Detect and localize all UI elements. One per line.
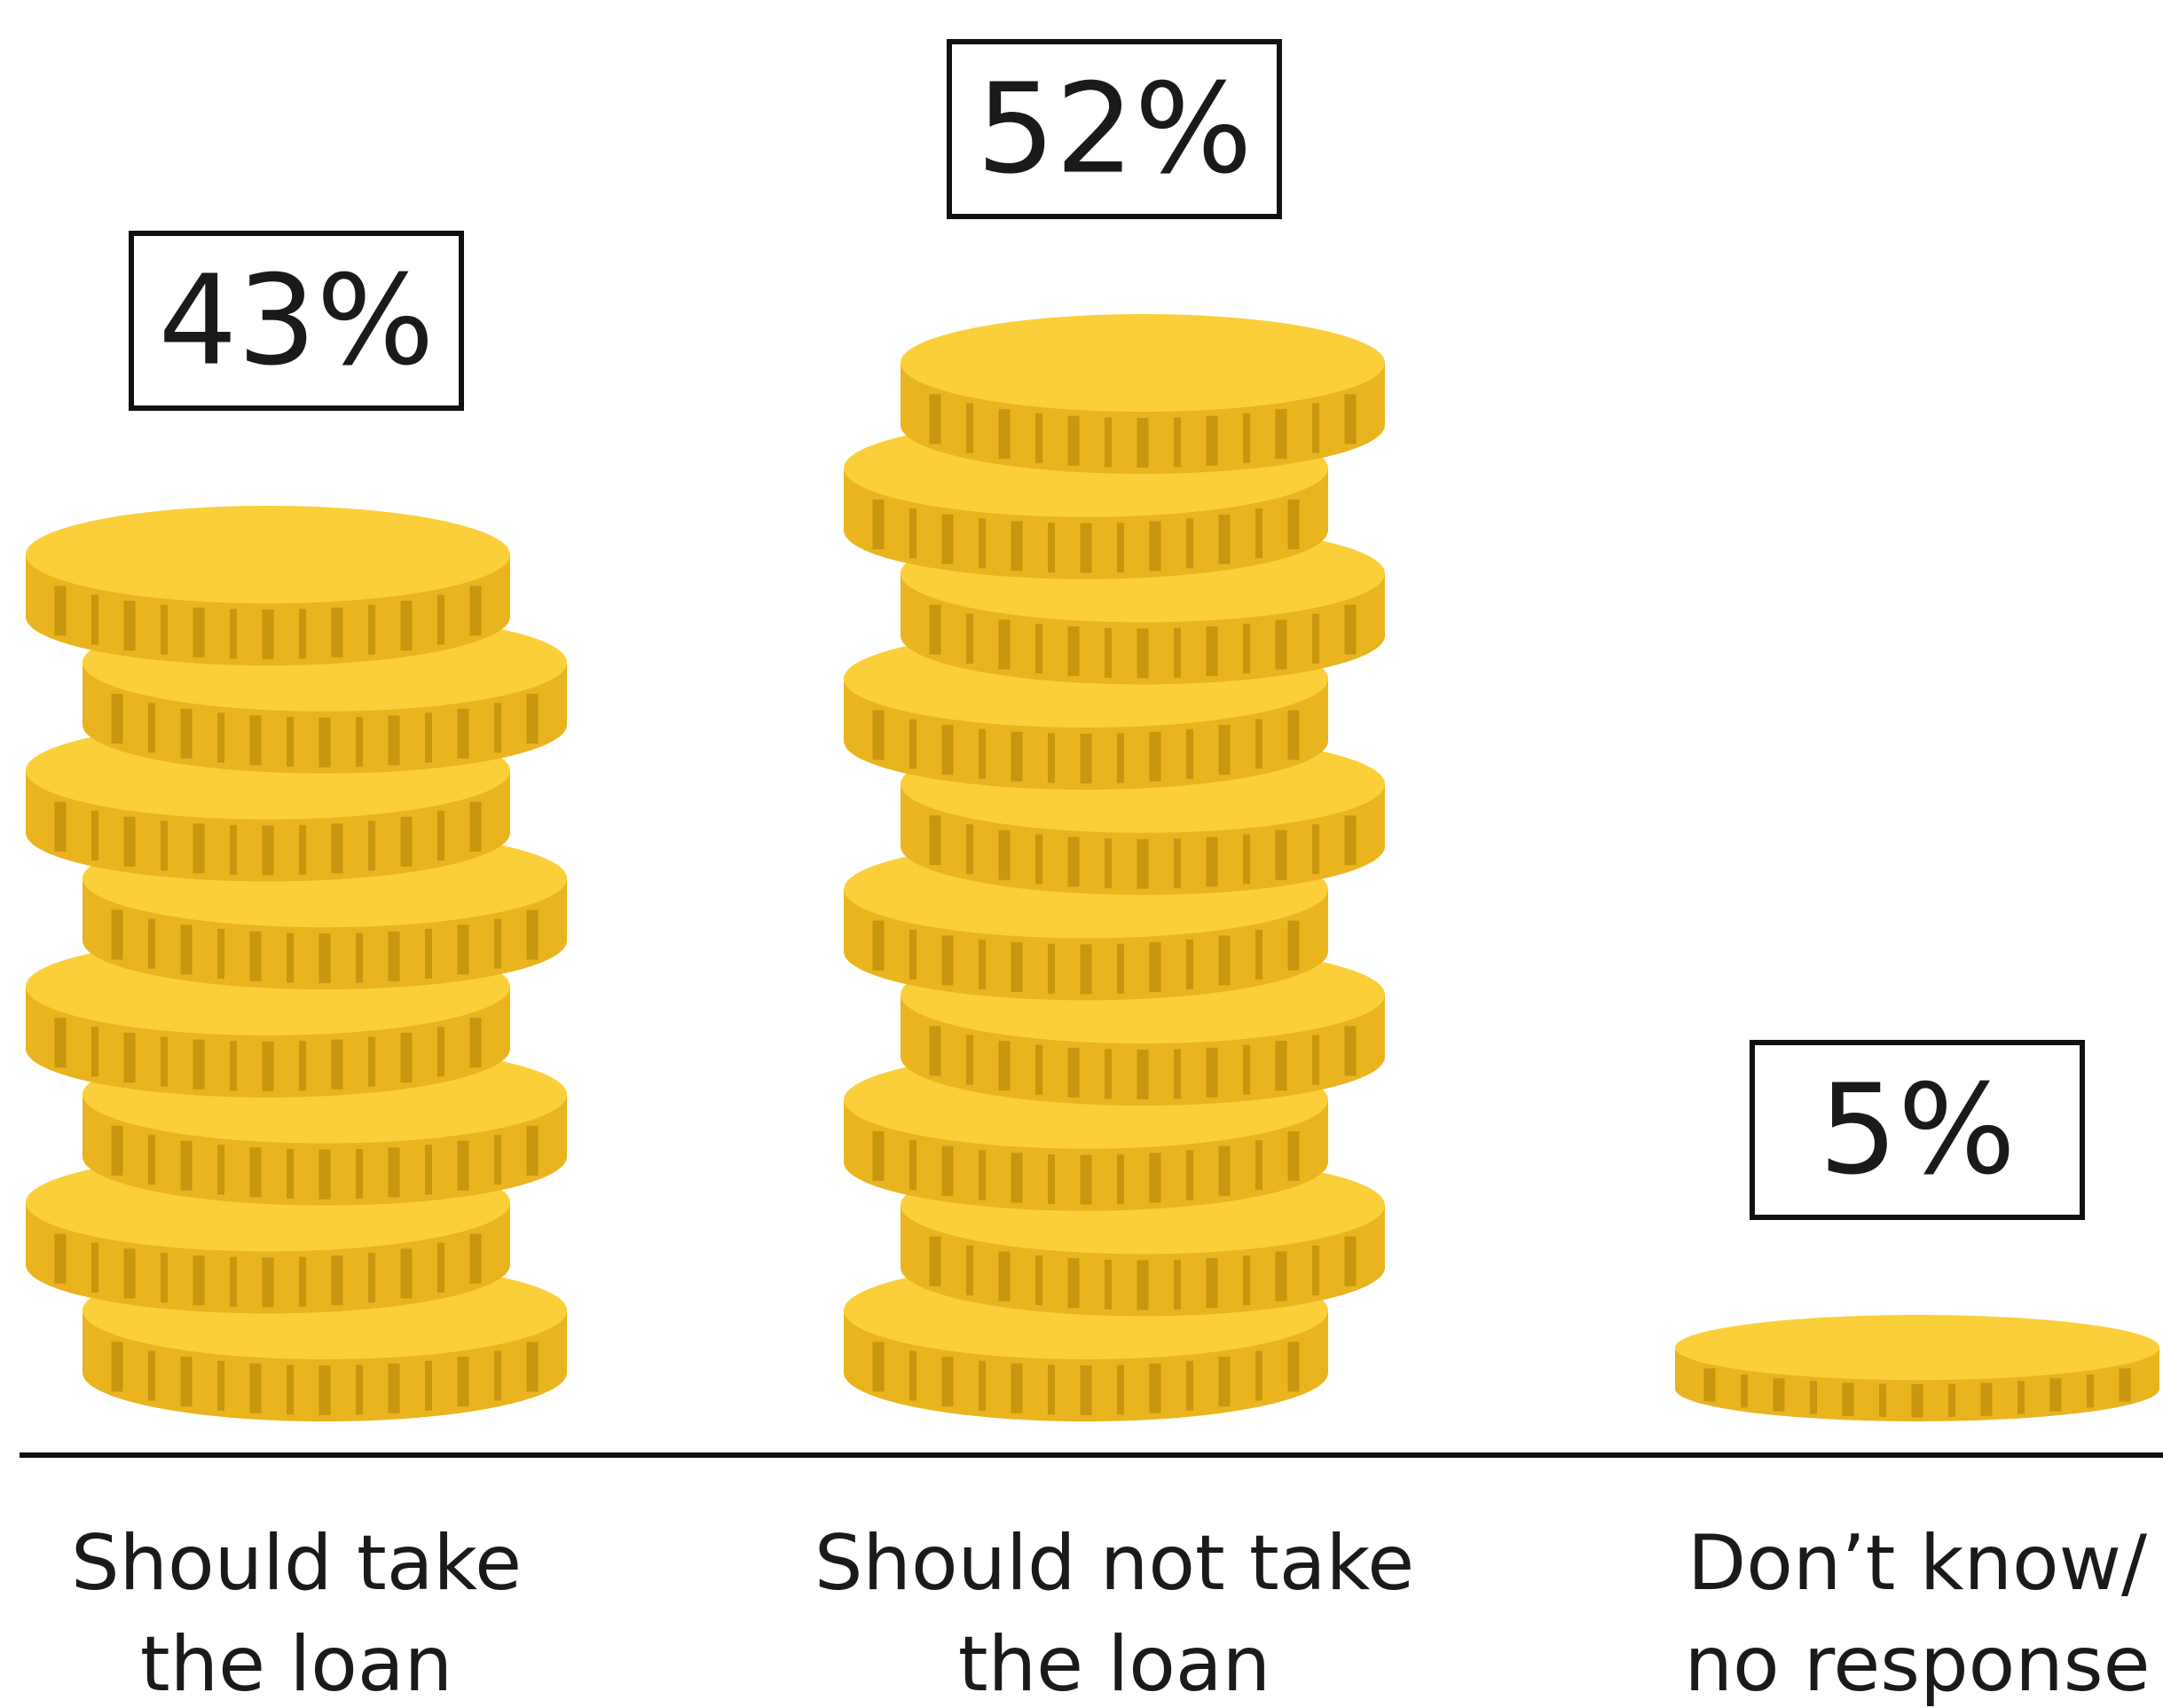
coin-top xyxy=(1675,1315,2159,1381)
value-label-box xyxy=(129,231,464,411)
coin-top xyxy=(901,314,1385,412)
coin-stack xyxy=(1675,1315,2159,1421)
value-label: 52% xyxy=(976,58,1252,202)
coin-stack xyxy=(844,314,1385,1421)
value-label-box xyxy=(947,39,1282,219)
category-label: Should take the loan xyxy=(70,1519,523,1708)
category-label: Should not take the loan xyxy=(814,1519,1415,1708)
value-label: 5% xyxy=(1819,1059,2016,1203)
category-label: Don’t know/ no response xyxy=(1684,1519,2151,1708)
coin-top xyxy=(26,506,510,603)
value-label: 43% xyxy=(158,249,434,394)
value-label-box xyxy=(1750,1040,2085,1220)
coin-stack xyxy=(26,506,567,1421)
